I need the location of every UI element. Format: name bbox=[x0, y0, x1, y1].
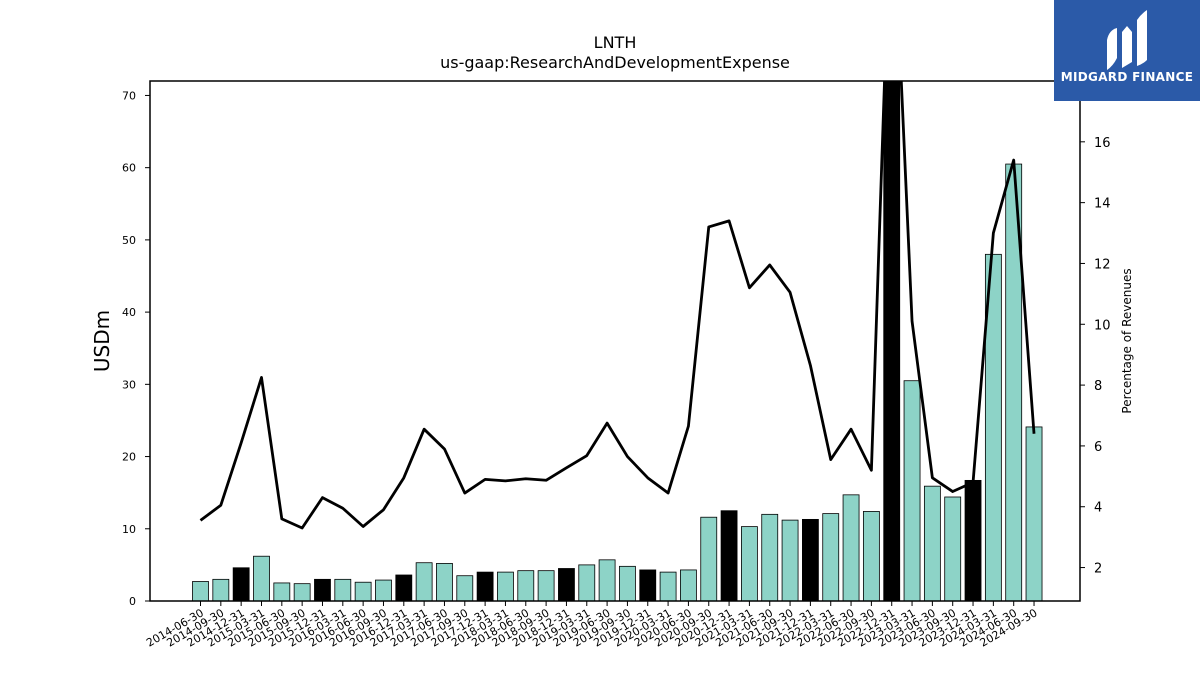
bar bbox=[395, 574, 413, 601]
y-axis-label: USDm bbox=[90, 310, 114, 372]
bars-layer bbox=[192, 81, 1043, 601]
bar bbox=[375, 579, 392, 601]
bar bbox=[212, 578, 230, 601]
revenue-percentage-line bbox=[199, 81, 1036, 530]
bar bbox=[822, 513, 840, 601]
bar bbox=[944, 496, 962, 601]
y-tick-label: 70 bbox=[122, 89, 136, 102]
bar bbox=[761, 513, 779, 601]
y2-tick-label: 4 bbox=[1094, 501, 1102, 516]
bar bbox=[476, 571, 494, 601]
y-tick-label: 0 bbox=[129, 595, 136, 608]
y-tick-label: 60 bbox=[122, 162, 136, 175]
bar bbox=[639, 569, 657, 601]
bar bbox=[700, 516, 718, 601]
y2-axis-label: Percentage of Revenues bbox=[1120, 268, 1134, 413]
bar bbox=[232, 567, 250, 601]
y-tick-label: 50 bbox=[122, 234, 136, 247]
bar bbox=[456, 575, 474, 601]
bar bbox=[354, 581, 372, 601]
bar bbox=[192, 581, 209, 601]
chart-title: LNTH bbox=[594, 33, 637, 52]
logo-text: MIDGARD FINANCE bbox=[1061, 70, 1193, 84]
y-tick-label: 20 bbox=[122, 451, 136, 464]
bar bbox=[659, 571, 677, 601]
bar bbox=[964, 479, 982, 601]
bar bbox=[273, 582, 291, 601]
bar bbox=[436, 563, 453, 601]
bar bbox=[741, 526, 758, 601]
bar bbox=[497, 571, 514, 601]
plot-frame bbox=[149, 80, 1081, 602]
y2-tick-label: 6 bbox=[1094, 440, 1102, 455]
bar bbox=[537, 570, 555, 601]
bar bbox=[862, 511, 880, 601]
y2-tick-label: 14 bbox=[1094, 197, 1111, 212]
x-axis: 2014-06-302014-09-302014-12-312015-03-31… bbox=[144, 601, 1040, 650]
y2-tick-label: 12 bbox=[1094, 257, 1111, 272]
line-layer bbox=[199, 81, 1036, 530]
bar bbox=[802, 518, 819, 601]
chart-subtitle: us-gaap:ResearchAndDevelopmentExpense bbox=[440, 53, 790, 72]
y-axis-left: 0 10 20 30 40 50 60 70 bbox=[122, 89, 150, 608]
bar bbox=[517, 570, 535, 601]
bar bbox=[842, 494, 860, 601]
logo-mark-icon bbox=[1107, 10, 1147, 70]
y2-tick-label: 16 bbox=[1094, 136, 1111, 151]
bar bbox=[293, 583, 311, 601]
y-tick-label: 30 bbox=[122, 378, 136, 391]
y-tick-label: 40 bbox=[122, 306, 136, 319]
y2-tick-label: 2 bbox=[1094, 562, 1102, 577]
bar bbox=[598, 559, 616, 601]
bar bbox=[883, 81, 901, 601]
bar bbox=[781, 519, 799, 601]
bar bbox=[578, 564, 596, 601]
bar bbox=[415, 562, 433, 601]
y2-tick-label: 8 bbox=[1094, 379, 1102, 394]
bar bbox=[984, 253, 1002, 601]
bar bbox=[923, 485, 941, 601]
y-axis-right: 2 4 6 8 10 12 14 16 bbox=[1080, 136, 1111, 577]
bar bbox=[558, 568, 575, 601]
bar bbox=[1025, 426, 1043, 601]
y2-tick-label: 10 bbox=[1094, 318, 1111, 333]
bar bbox=[334, 578, 352, 601]
bar bbox=[680, 569, 697, 601]
y-tick-label: 10 bbox=[122, 523, 136, 536]
bar bbox=[903, 380, 921, 601]
bar bbox=[619, 565, 636, 601]
bar bbox=[720, 510, 738, 601]
midgard-finance-logo: MIDGARD FINANCE bbox=[1054, 0, 1200, 101]
bar bbox=[253, 555, 270, 601]
bar bbox=[314, 578, 331, 601]
